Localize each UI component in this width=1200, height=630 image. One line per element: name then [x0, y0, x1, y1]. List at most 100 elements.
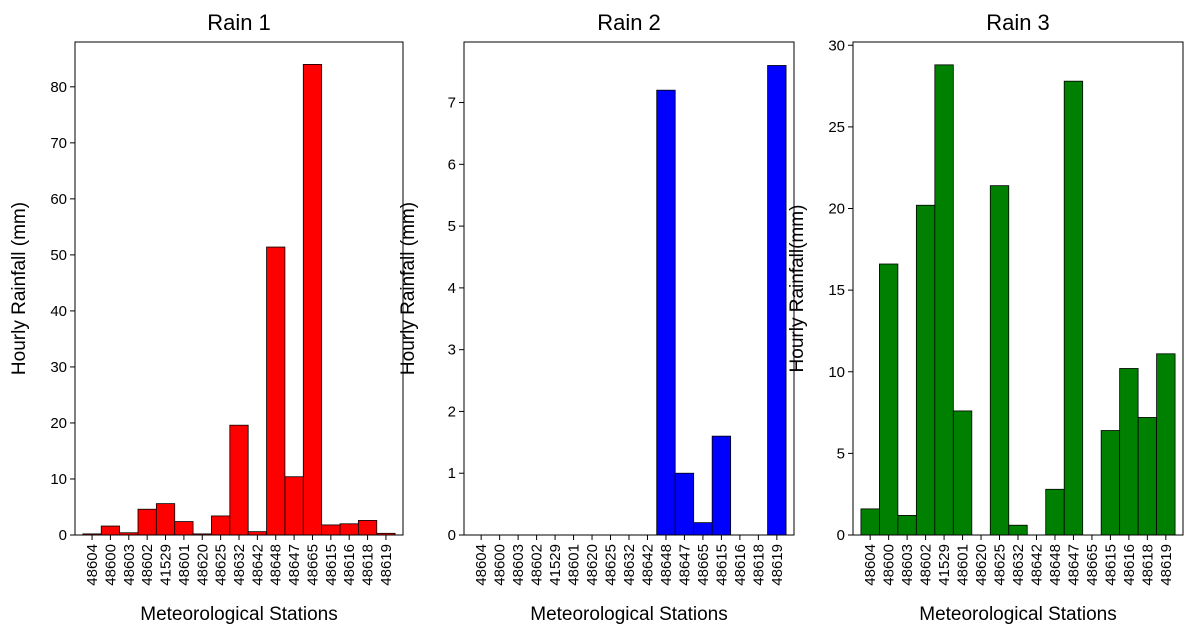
- x-tick-label: 48600: [881, 544, 898, 586]
- x-tick-label: 48616: [1121, 544, 1138, 586]
- x-tick-label: 48619: [769, 544, 786, 586]
- chart-title: Rain 3: [986, 10, 1050, 35]
- y-tick-label: 10: [828, 364, 845, 381]
- x-tick-label: 48615: [1102, 544, 1119, 586]
- x-tick-label: 48620: [194, 544, 211, 586]
- y-tick-label: 20: [50, 415, 67, 432]
- x-tick-label: 48602: [139, 544, 156, 586]
- x-tick-label: 48625: [603, 544, 620, 586]
- plot-frame: [464, 42, 794, 535]
- x-tick-label: 48603: [121, 544, 138, 586]
- x-tick-label: 48601: [955, 544, 972, 586]
- chart-title: Rain 2: [597, 10, 661, 35]
- x-tick-label: 48648: [268, 544, 285, 586]
- x-tick-label: 41529: [936, 544, 953, 586]
- x-tick-label: 48616: [732, 544, 749, 586]
- x-tick-label: 48618: [750, 544, 767, 586]
- bar-48601: [175, 522, 193, 535]
- bar-48625: [990, 186, 1008, 535]
- x-tick-label: 48648: [1047, 544, 1064, 586]
- bar-48616: [340, 524, 358, 535]
- bar-48648: [657, 90, 675, 535]
- x-tick-label: 48604: [862, 544, 879, 586]
- x-tick-label: 48632: [621, 544, 638, 586]
- y-tick-label: 6: [448, 156, 456, 173]
- x-axis-label: Meteorological Stations: [140, 604, 338, 625]
- y-tick-label: 1: [448, 465, 456, 482]
- x-tick-label: 48625: [992, 544, 1009, 586]
- bar-48601: [953, 411, 971, 535]
- bar-48632: [1009, 525, 1027, 535]
- bar-48665: [694, 523, 712, 535]
- y-tick-label: 30: [50, 359, 67, 376]
- bar-48600: [879, 264, 897, 535]
- bar-48615: [712, 436, 730, 535]
- bar-48619: [1157, 354, 1175, 535]
- x-tick-label: 41529: [547, 544, 564, 586]
- bar-48647: [675, 473, 693, 535]
- y-tick-label: 60: [50, 191, 67, 208]
- chart-panel-1: 0 10 20 30 40 50 60 70 80 48604 48600 48603 48602 415…: [9, 10, 403, 625]
- x-tick-label: 48642: [639, 544, 656, 586]
- bar-48647: [1064, 81, 1082, 535]
- x-tick-label: 48603: [510, 544, 527, 586]
- x-tick-label: 48618: [1139, 544, 1156, 586]
- y-axis-label: Hourly Rainfall (mm): [9, 202, 30, 375]
- y-axis-label: Hourly Rainfall (mm): [398, 202, 419, 375]
- y-tick-label: 20: [828, 201, 845, 218]
- y-tick-label: 4: [448, 280, 456, 297]
- x-tick-label: 48619: [1158, 544, 1175, 586]
- x-tick-label: 48625: [213, 544, 230, 586]
- x-tick-label: 48647: [286, 544, 303, 586]
- x-tick-label: 48647: [676, 544, 693, 586]
- y-tick-label: 70: [50, 135, 67, 152]
- x-tick-label: 48647: [1065, 544, 1082, 586]
- x-tick-label: 48601: [176, 544, 193, 586]
- bar-48618: [358, 520, 376, 535]
- x-tick-label: 48620: [584, 544, 601, 586]
- x-tick-label: 48665: [1084, 544, 1101, 586]
- bar-48600: [101, 526, 119, 535]
- bar-48665: [303, 64, 321, 535]
- x-tick-label: 48632: [231, 544, 248, 586]
- bar-41529: [156, 504, 174, 535]
- y-tick-label: 0: [448, 527, 456, 544]
- bar-48615: [322, 525, 340, 535]
- x-tick-label: 48665: [695, 544, 712, 586]
- x-tick-label: 48620: [973, 544, 990, 586]
- bar-48619: [768, 65, 786, 535]
- x-tick-label: 48602: [918, 544, 935, 586]
- x-tick-label: 48615: [323, 544, 340, 586]
- x-axis-label: Meteorological Stations: [530, 604, 728, 625]
- bar-48602: [916, 205, 934, 535]
- y-tick-label: 2: [448, 403, 456, 420]
- x-tick-label: 48642: [1028, 544, 1045, 586]
- y-tick-label: 0: [837, 527, 845, 544]
- x-tick-label: 48665: [304, 544, 321, 586]
- y-tick-label: 40: [50, 303, 67, 320]
- x-tick-label: 48604: [84, 544, 101, 586]
- x-tick-label: 48616: [341, 544, 358, 586]
- bar-48604: [861, 509, 879, 535]
- y-tick-label: 0: [59, 527, 67, 544]
- x-tick-label: 48602: [529, 544, 546, 586]
- y-tick-label: 25: [828, 119, 845, 136]
- bar-48632: [230, 425, 248, 535]
- y-tick-label: 5: [837, 445, 845, 462]
- x-tick-label: 48615: [713, 544, 730, 586]
- x-tick-label: 48619: [378, 544, 395, 586]
- x-tick-label: 48600: [102, 544, 119, 586]
- y-tick-label: 15: [828, 282, 845, 299]
- bar-48615: [1101, 431, 1119, 535]
- bar-48642: [248, 532, 266, 535]
- bar-48648: [1046, 489, 1064, 535]
- x-tick-label: 48604: [473, 544, 490, 586]
- bar-48603: [898, 515, 916, 535]
- bar-48618: [1138, 417, 1156, 535]
- bar-48647: [285, 477, 303, 535]
- x-tick-label: 48601: [566, 544, 583, 586]
- x-tick-label: 48648: [658, 544, 675, 586]
